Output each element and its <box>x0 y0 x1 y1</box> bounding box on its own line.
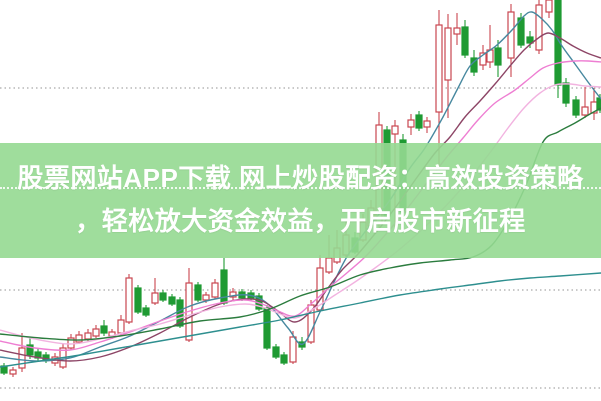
ma-dark-green <box>0 107 601 341</box>
candle <box>229 291 237 298</box>
candle <box>280 354 288 364</box>
candle <box>479 52 487 66</box>
candle <box>100 325 108 334</box>
candle <box>159 292 167 301</box>
candle <box>142 307 150 316</box>
candle <box>272 346 280 358</box>
ma-pink-pale <box>0 83 601 345</box>
candle <box>407 119 415 128</box>
candle <box>453 27 461 35</box>
candle <box>26 344 34 356</box>
candle <box>202 294 210 301</box>
candle <box>391 125 399 135</box>
headline-overlay-band: 股票网站APP下载 网上炒股配资：高效投资策略 ，轻松放大资金效益，开启股市新征… <box>0 143 601 258</box>
candle <box>84 332 92 340</box>
headline-line-1: 股票网站APP下载 网上炒股配资：高效投资策略 <box>17 163 584 193</box>
candle <box>67 337 75 349</box>
candle <box>572 99 580 116</box>
headline-line-2: ，轻松放大资金效益，开启股市新征程 <box>75 206 526 236</box>
candle <box>18 347 26 369</box>
candle <box>325 257 333 273</box>
candle <box>307 304 315 343</box>
candle <box>517 17 525 46</box>
candle <box>168 296 176 305</box>
candle <box>535 4 543 51</box>
candle <box>545 0 553 13</box>
candle <box>125 277 133 323</box>
candle <box>9 369 17 375</box>
candle <box>211 282 219 298</box>
candle <box>461 26 469 56</box>
candle <box>507 11 515 59</box>
gridline-over-band <box>0 187 601 189</box>
candle <box>435 24 443 113</box>
candle <box>415 114 423 129</box>
candle <box>562 82 570 104</box>
candle <box>194 284 202 301</box>
candle <box>444 27 452 81</box>
candle <box>581 106 589 116</box>
candle <box>92 328 100 337</box>
candle <box>526 36 534 44</box>
candle <box>117 319 125 334</box>
ma-pink-bright <box>0 60 601 352</box>
candle <box>134 287 142 313</box>
candle <box>423 120 431 128</box>
candle <box>494 47 502 66</box>
candle <box>289 336 297 363</box>
candle <box>263 307 271 349</box>
candle <box>151 292 159 304</box>
candle <box>75 334 83 343</box>
ma-slow-teal <box>0 272 601 368</box>
